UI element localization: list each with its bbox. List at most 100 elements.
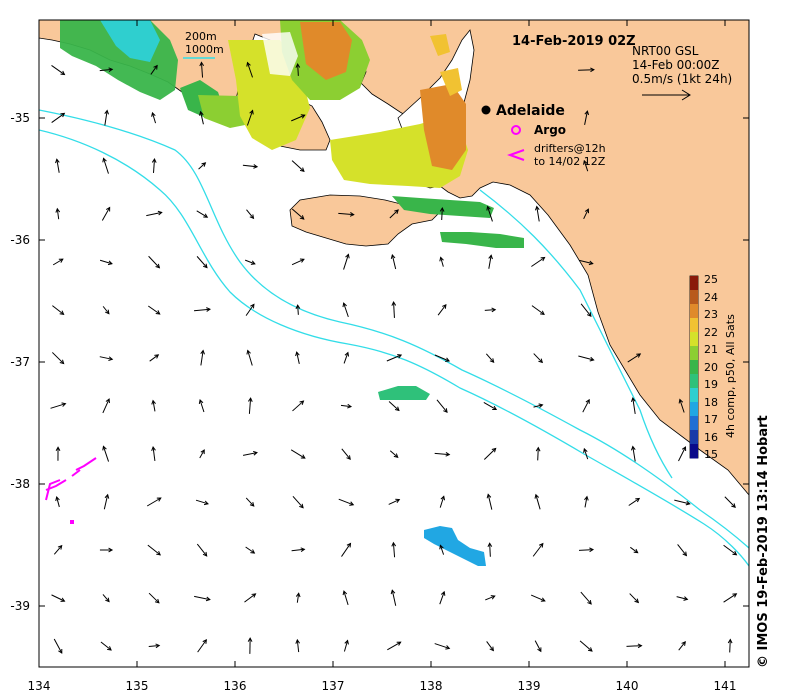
current-vector-head xyxy=(155,643,161,649)
current-vector-head xyxy=(439,206,445,212)
current-vector-head xyxy=(155,263,161,269)
current-vector xyxy=(52,352,64,364)
vector-scale-label: 0.5m/s (1kt 24h) xyxy=(632,72,732,86)
current-vector xyxy=(439,496,445,508)
isobath-200-label: 200m xyxy=(185,30,217,43)
current-vector-head xyxy=(156,550,161,556)
current-vector-head xyxy=(299,503,304,509)
drifter-track-1 xyxy=(75,457,97,471)
current-vector xyxy=(296,639,300,653)
current-vector-head xyxy=(155,310,161,315)
current-vector-head xyxy=(295,63,301,68)
current-vector xyxy=(99,259,113,265)
map-title: 14-Feb-2019 02Z xyxy=(512,34,636,49)
current-vector xyxy=(291,208,305,220)
current-vector-head xyxy=(200,449,205,455)
current-vector-head xyxy=(630,445,636,451)
y-tick-38: -38 xyxy=(10,477,30,491)
current-vector xyxy=(102,306,110,314)
current-vector xyxy=(291,114,305,122)
current-vector xyxy=(630,546,638,554)
current-vector-head xyxy=(246,349,251,355)
current-vector-head xyxy=(299,258,305,263)
current-vector xyxy=(439,545,445,555)
current-vector-head xyxy=(198,399,204,405)
current-vector xyxy=(247,62,253,78)
current-vector xyxy=(626,645,642,647)
current-vector xyxy=(582,399,590,413)
current-vector xyxy=(51,594,65,602)
current-vector xyxy=(245,497,255,507)
current-vector xyxy=(51,65,65,75)
current-vector-head xyxy=(345,253,350,259)
current-vector xyxy=(531,257,545,267)
current-vector xyxy=(242,452,258,456)
current-vector xyxy=(530,594,546,602)
current-vector-head xyxy=(391,301,397,306)
x-tick-141: 141 xyxy=(714,679,737,693)
current-vector-head xyxy=(534,205,540,211)
current-vector xyxy=(629,593,639,603)
current-vector-head xyxy=(295,638,301,644)
current-vector xyxy=(674,499,690,505)
current-vector xyxy=(388,499,400,505)
x-tick-134: 134 xyxy=(28,679,51,693)
product-info: NRT00 GSL 14-Feb 00:00Z 0.5m/s (1kt 24h) xyxy=(632,44,732,101)
current-vector-head xyxy=(250,549,256,554)
current-vector xyxy=(148,255,160,269)
current-vector-head xyxy=(583,447,588,453)
current-vector-head xyxy=(535,446,541,452)
current-vector-head xyxy=(108,356,114,361)
current-vector xyxy=(534,640,542,652)
current-vector-head xyxy=(390,253,396,259)
current-vector-head xyxy=(588,260,594,266)
isobaths xyxy=(39,109,749,567)
current-vector xyxy=(391,590,397,606)
current-vector-head xyxy=(60,112,66,118)
cbar-tick-23: 23 xyxy=(704,308,718,321)
x-tick-140: 140 xyxy=(616,679,639,693)
current-vector-head xyxy=(55,496,60,502)
current-vector xyxy=(580,303,592,317)
current-vector-head xyxy=(202,551,208,557)
current-vector-head xyxy=(440,590,446,596)
current-vector xyxy=(148,305,160,315)
y-tick-37: -37 xyxy=(10,355,30,369)
current-vector xyxy=(103,494,109,510)
current-vector xyxy=(56,208,60,220)
current-vector-head xyxy=(151,111,156,117)
current-vector-head xyxy=(445,451,451,457)
current-vector-head xyxy=(396,641,402,646)
cbar-tick-24: 24 xyxy=(704,291,718,304)
current-vector-head xyxy=(205,596,211,602)
current-vector-head xyxy=(55,158,60,164)
current-vector xyxy=(392,542,396,558)
current-vector-head xyxy=(60,70,66,76)
current-vector xyxy=(486,641,494,651)
current-vector-head xyxy=(300,114,306,119)
current-vector-head xyxy=(439,256,444,262)
current-vector-head xyxy=(390,589,396,595)
current-vector xyxy=(485,353,495,363)
current-vector xyxy=(196,543,208,557)
current-vector-head xyxy=(203,263,208,269)
current-vector-head xyxy=(490,595,496,600)
current-vector xyxy=(441,207,443,221)
y-axis-labels: -35 -36 -37 -38 -39 xyxy=(10,111,30,613)
current-vector-head xyxy=(584,110,590,116)
x-axis-labels: 134 135 136 137 138 139 140 141 xyxy=(28,679,737,693)
current-vector xyxy=(724,496,736,508)
current-vector-head xyxy=(59,310,65,316)
current-vector xyxy=(99,356,113,360)
current-vector xyxy=(193,308,211,312)
current-vector-head xyxy=(200,349,205,355)
current-vector-head xyxy=(342,590,348,596)
current-vector-head xyxy=(394,209,399,214)
current-vector-head xyxy=(156,497,162,502)
current-vector xyxy=(487,206,493,222)
current-vector-head xyxy=(299,215,305,220)
current-vector xyxy=(200,350,204,366)
current-vector xyxy=(628,498,640,506)
current-vector-head xyxy=(732,550,738,556)
